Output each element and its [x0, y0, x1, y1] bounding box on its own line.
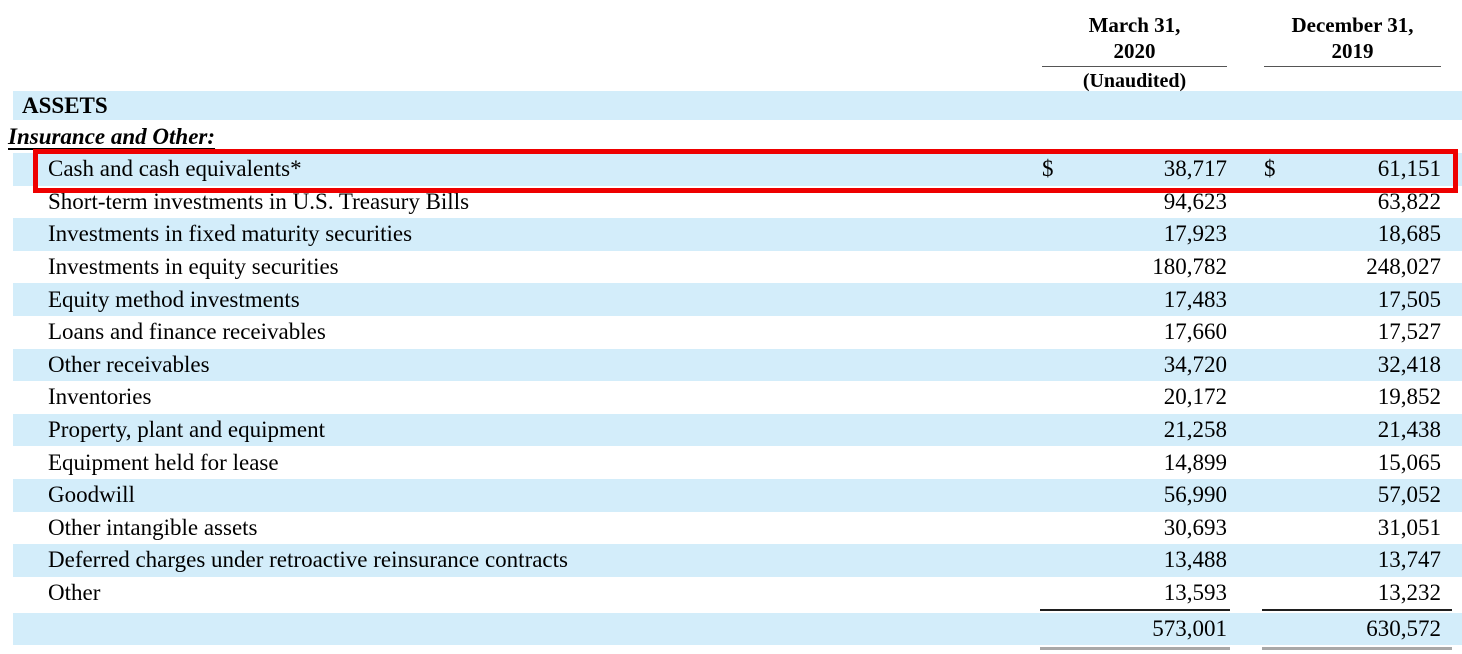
value-march-2020: 17,923: [1163, 221, 1227, 247]
value-march-2020: 20,172: [1163, 384, 1227, 410]
table-row: Investments in fixed maturity securities…: [13, 218, 1462, 251]
table-row: Other receivables 34,720 32,418: [13, 348, 1462, 382]
table-row: Loans and finance receivables 17,660 17,52…: [13, 316, 1462, 349]
section-assets: ASSETS: [13, 91, 1462, 120]
row-label: Other receivables: [48, 351, 210, 377]
row-label: Loans and finance receivables: [48, 319, 326, 345]
table-row: Short-term investments in U.S. Treasury …: [13, 186, 1462, 219]
total-value-december-2019: 630,572: [1366, 616, 1441, 642]
header-label-spacer: [13, 12, 1040, 91]
unaudited-note: (Unaudited): [1082, 70, 1187, 92]
value-march-2020: 180,782: [1152, 254, 1227, 280]
total-topline-march: [1040, 609, 1230, 613]
value-march-2020: 34,720: [1163, 351, 1227, 377]
value-december-2019: $61,151: [1264, 156, 1441, 182]
table-row: Property, plant and equipment 21,258 21,43…: [13, 413, 1462, 447]
row-label: Equity method investments: [48, 286, 300, 312]
total-value-march-2020: 573,001: [1152, 616, 1227, 642]
table-row: Deferred charges under retroactive reins…: [13, 544, 1462, 577]
value-december-2019: 32,418: [1377, 351, 1441, 377]
row-label: Other: [48, 580, 101, 606]
value-december-2019: 31,051: [1377, 514, 1441, 540]
table-row: Investments in equity securities 180,782 2…: [13, 251, 1462, 284]
table-row-highlighted: Cash and cash equivalents* $38,717 $61,151: [13, 153, 1462, 186]
value-december-2019: 18,685: [1377, 221, 1441, 247]
row-label: Property, plant and equipment: [48, 417, 325, 443]
table-header: March 31, 2020 (Unaudited) December 31, …: [13, 0, 1462, 92]
header-underline: [1042, 66, 1227, 67]
dollar-sign: $: [1042, 156, 1054, 182]
value-december-2019: 13,232: [1377, 580, 1441, 606]
value-december-2019: 13,747: [1377, 547, 1441, 573]
value-december-2019: 19,852: [1377, 384, 1441, 410]
right-margin: [1452, 12, 1462, 91]
value-december-2019: 57,052: [1377, 482, 1441, 508]
value-december-2019: 248,027: [1366, 254, 1441, 280]
value-march-2020: 94,623: [1163, 188, 1227, 214]
value-december-2019: 15,065: [1377, 449, 1441, 475]
dollar-sign: $: [1264, 156, 1276, 182]
value-march-2020: 14,899: [1163, 449, 1227, 475]
section-insurance-and-other-label: Insurance and Other:: [8, 123, 216, 149]
value-december-2019: 63,822: [1377, 188, 1441, 214]
section-insurance-and-other: Insurance and Other:: [0, 120, 1462, 153]
value-march-2020: 13,593: [1163, 580, 1227, 606]
column-header-line1: March 31,: [1088, 13, 1181, 37]
value-december-2019: 17,505: [1377, 286, 1441, 312]
total-topline-december: [1262, 609, 1452, 613]
header-underline: [1264, 66, 1441, 67]
post-total-rule: [13, 646, 1462, 651]
row-label: Cash and cash equivalents*: [48, 156, 302, 182]
row-label: Equipment held for lease: [48, 449, 279, 475]
value-march-2020: 56,990: [1163, 482, 1227, 508]
column-header-line2: 2020: [1113, 39, 1156, 63]
pre-total-rule: [13, 609, 1462, 613]
row-label: Deferred charges under retroactive reins…: [48, 547, 568, 573]
row-label: Inventories: [48, 384, 152, 410]
value-march-2020: 17,660: [1163, 319, 1227, 345]
value-march-2020: $38,717: [1042, 156, 1227, 182]
table-row: Equity method investments 17,483 17,505: [13, 283, 1462, 316]
table-row: Goodwill 56,990 57,052: [13, 478, 1462, 512]
total-row: 573,001 630,572: [13, 613, 1462, 645]
value-december-2019: 21,438: [1377, 417, 1441, 443]
value-march-2020: 30,693: [1163, 514, 1227, 540]
value-december-2019: 17,527: [1377, 319, 1441, 345]
column-header-december-2019: December 31, 2019: [1262, 12, 1452, 91]
column-header-line1: December 31,: [1291, 13, 1414, 37]
total-bottomline-december: [1262, 646, 1452, 651]
table-row: Inventories 20,172 19,852: [13, 381, 1462, 414]
table-row: Other 13,593 13,232: [13, 577, 1462, 610]
table-row: Other intangible assets 30,693 31,051: [13, 512, 1462, 545]
value-march-2020: 17,483: [1163, 286, 1227, 312]
row-label: Goodwill: [48, 482, 135, 508]
value-march-2020: 21,258: [1163, 417, 1227, 443]
column-header-line2: 2019: [1331, 39, 1374, 63]
row-label: Investments in fixed maturity securities: [48, 221, 413, 247]
column-header-march-2020: March 31, 2020 (Unaudited): [1040, 12, 1230, 92]
row-label: Short-term investments in U.S. Treasury …: [48, 188, 470, 214]
column-gap: [1230, 12, 1262, 91]
total-bottomline-march: [1040, 646, 1230, 651]
table-body: Cash and cash equivalents* $38,717 $61,151…: [0, 153, 1462, 609]
value-march-2020: 13,488: [1163, 547, 1227, 573]
table-row: Equipment held for lease 14,899 15,065: [13, 446, 1462, 479]
row-label: Other intangible assets: [48, 514, 258, 540]
section-assets-label: ASSETS: [22, 92, 108, 118]
row-label: Investments in equity securities: [48, 254, 339, 280]
